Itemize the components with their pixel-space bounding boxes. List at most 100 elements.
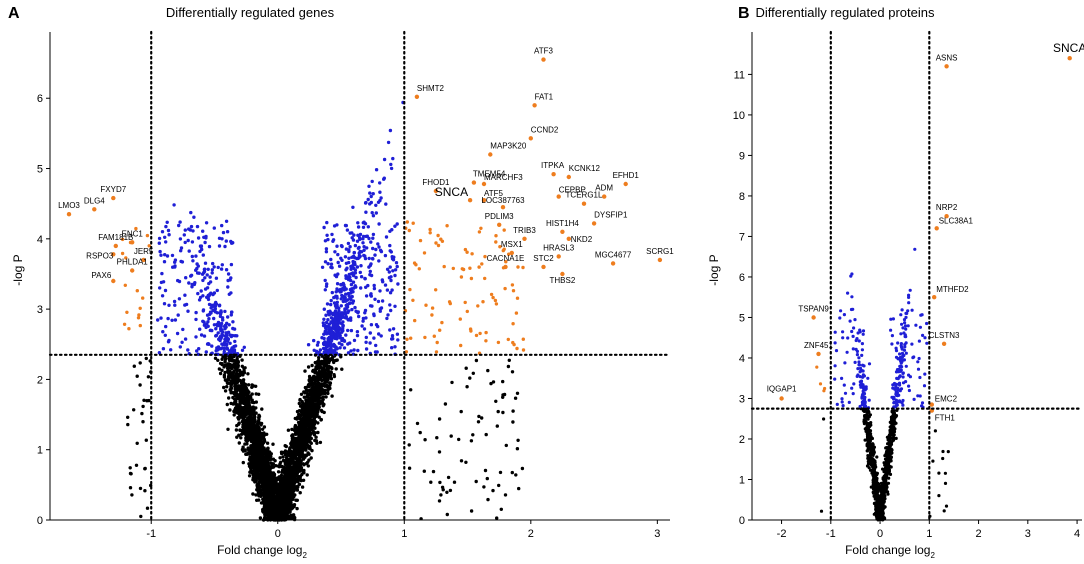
data-point [351,290,355,294]
data-point [158,249,162,254]
data-point [227,396,231,400]
data-point [304,386,308,390]
data-point [225,230,230,234]
data-point [368,331,372,335]
point-label-phlda1: PHLDA1 [117,258,149,267]
data-point [344,276,348,280]
data-point [175,331,180,336]
data-point [212,323,217,327]
data-point [242,395,246,399]
data-point [167,303,171,307]
data-point [183,293,187,297]
data-point [216,265,220,270]
data-point [435,436,439,440]
data-point [465,309,469,314]
data-point [216,331,220,335]
data-point [370,256,375,261]
data-point [437,499,442,503]
data-point [179,246,184,250]
data-point [120,251,125,256]
data-point [213,307,217,311]
data-point [182,233,186,237]
data-point [143,466,147,471]
data-point [344,315,348,319]
data-point [352,348,356,352]
point-label-cacna1e: CACNA1E [487,254,525,263]
data-point [362,253,366,258]
data-point [303,418,307,422]
data-point [230,380,234,385]
data-point [243,413,248,417]
data-point [132,364,136,368]
data-point [379,334,383,338]
data-point [331,239,335,243]
data-point [283,469,288,474]
data-point [181,327,185,332]
data-point [286,428,291,432]
data-point [364,316,368,320]
data-point [330,332,334,336]
data-point [387,276,392,280]
data-point [295,457,299,461]
data-point [278,496,282,500]
labeled-point-tmem54 [471,180,477,185]
data-point [290,436,295,440]
data-point [204,325,208,330]
data-point [350,255,354,259]
data-point [393,268,398,272]
data-point [176,313,180,317]
data-point [511,322,515,326]
y-tick-label: 6 [37,93,43,105]
data-point [326,360,330,365]
data-point [345,298,350,302]
data-point [354,275,358,280]
data-point [334,346,338,350]
data-point [256,475,261,480]
data-point [195,224,200,229]
data-point [186,348,190,352]
data-point [306,464,310,468]
data-point [173,260,177,264]
data-point [355,239,360,243]
data-point [276,470,281,474]
data-point [367,256,371,261]
data-point [130,493,134,497]
data-point [498,470,503,475]
data-point [340,313,345,317]
data-point [224,268,229,272]
data-point [176,278,180,283]
data-point [228,333,232,337]
data-point [351,301,355,305]
data-point [334,333,338,338]
data-point [322,307,326,311]
data-point [294,438,298,442]
data-point [269,454,273,459]
data-point [389,308,393,313]
data-point [163,288,168,293]
y-tick-label: 3 [37,304,43,316]
data-point [369,323,374,327]
data-point [326,391,330,396]
data-point [240,419,245,424]
data-point [327,335,332,339]
data-point [301,430,305,435]
data-point [300,485,305,489]
labeled-point-enc1 [130,240,135,245]
data-point [378,309,382,313]
data-point [312,393,316,397]
data-point [303,369,307,373]
data-point [324,320,329,325]
data-point [186,238,190,243]
data-point [229,239,233,244]
data-point [288,446,292,450]
data-point [165,254,170,258]
data-point [299,392,304,396]
data-point [199,289,203,293]
data-point [302,395,306,399]
data-point [329,338,334,343]
data-point [306,405,310,409]
data-point [468,327,473,331]
data-point [145,233,150,238]
data-point [266,512,270,516]
data-point [459,275,464,279]
